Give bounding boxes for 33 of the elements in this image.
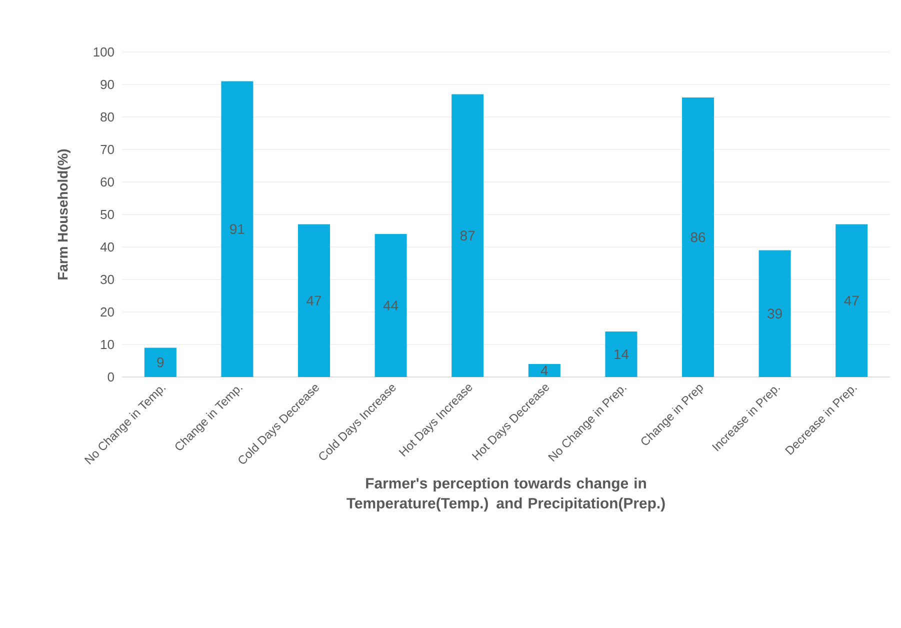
data-label: 47 xyxy=(306,296,322,306)
y-tick-label: 70 xyxy=(100,144,114,154)
y-tick-label: 60 xyxy=(100,177,114,187)
y-axis-title: Farm Household(%) xyxy=(57,149,70,280)
y-tick-label: 30 xyxy=(100,274,114,284)
y-tick-label: 90 xyxy=(100,80,114,90)
bar xyxy=(374,234,407,377)
bar xyxy=(298,224,330,377)
bar xyxy=(758,250,791,377)
data-label: 87 xyxy=(460,230,475,241)
bar xyxy=(682,97,714,377)
data-label: 4 xyxy=(540,366,548,376)
x-axis-title: Farmer's perception towards change in Temperature(Temp.) and Precipitation(Prep.) xyxy=(346,478,665,512)
data-label: 9 xyxy=(157,357,164,368)
bar xyxy=(144,348,176,377)
data-label: 44 xyxy=(383,300,398,310)
y-tick-label: 20 xyxy=(100,307,114,317)
data-label: 86 xyxy=(690,232,706,242)
y-tick-label: 50 xyxy=(100,210,114,220)
data-label: 14 xyxy=(614,349,629,360)
y-tick-label: 0 xyxy=(108,372,114,382)
data-label: 39 xyxy=(768,308,782,319)
bar xyxy=(836,224,868,377)
data-label: 47 xyxy=(844,296,859,306)
bar xyxy=(528,364,560,377)
bar xyxy=(221,81,254,377)
data-label: 91 xyxy=(230,224,244,234)
y-tick-label: 10 xyxy=(101,340,114,350)
y-tick-label: 40 xyxy=(100,242,114,252)
y-tick-label: 80 xyxy=(100,112,114,122)
y-tick-label: 100 xyxy=(94,47,114,57)
bar xyxy=(452,94,484,377)
bar xyxy=(605,331,638,377)
